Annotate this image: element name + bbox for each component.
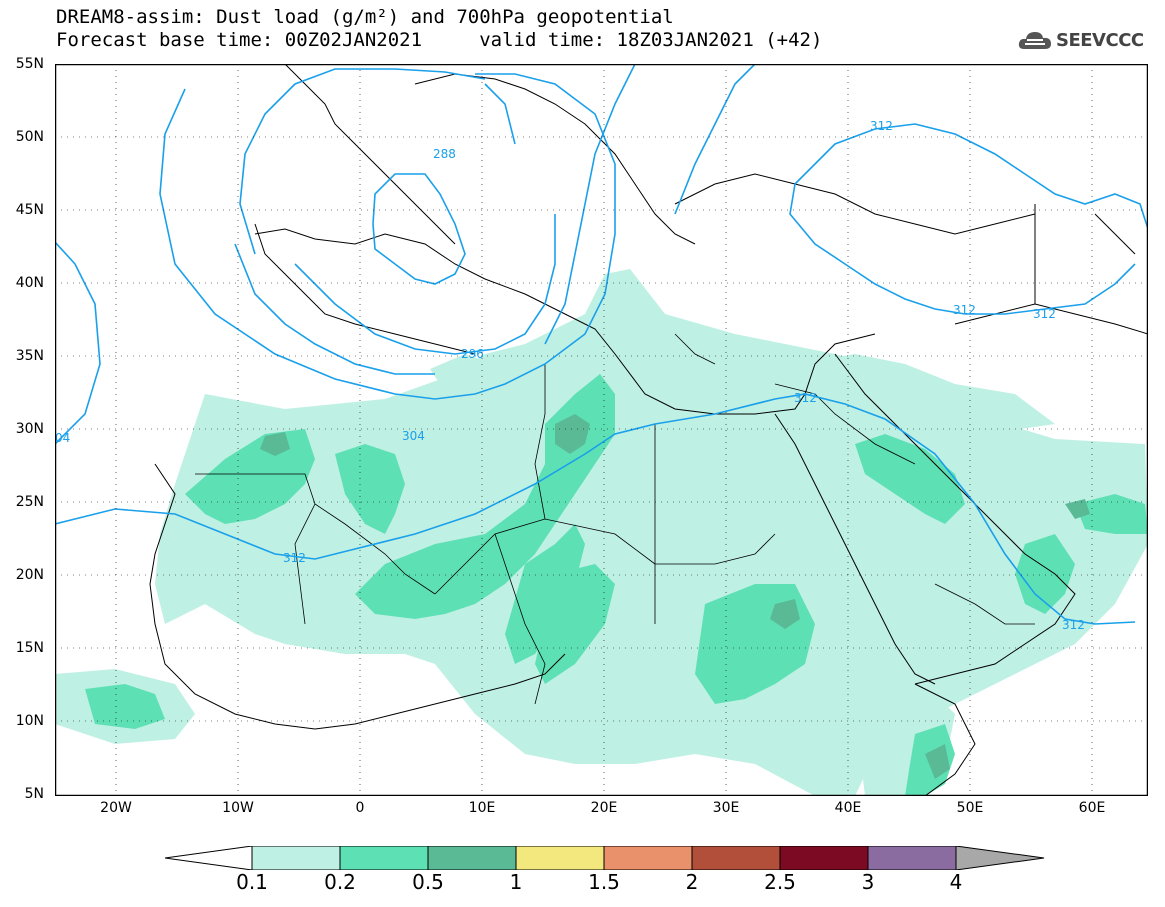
contour-label: 04 <box>55 431 70 445</box>
coastlines <box>149 64 1148 796</box>
contour-label: 312 <box>794 391 817 405</box>
colorbar-label: 1 <box>509 870 523 894</box>
contour-label: 288 <box>433 147 456 161</box>
colorbar-label: 4 <box>949 870 963 894</box>
lat-label: 40N <box>15 275 44 291</box>
contour-label: 312 <box>953 303 976 317</box>
contour-label: 312 <box>283 551 306 565</box>
lat-label: 35N <box>15 348 44 364</box>
colorbar-under-arrow <box>165 846 253 870</box>
colorbar-bin <box>603 846 693 870</box>
colorbar <box>165 846 1045 870</box>
lat-label: 25N <box>15 494 44 510</box>
lat-label: 50N <box>15 129 44 145</box>
lat-label: 15N <box>15 640 44 656</box>
geopotential-contours <box>55 64 1148 625</box>
map-border <box>55 64 1148 796</box>
colorbar-label: 2.5 <box>764 870 796 894</box>
brand-name: SEEVCCC <box>1056 29 1144 51</box>
lat-label: 55N <box>15 56 44 72</box>
contour-label: 296 <box>461 347 484 361</box>
grid-lines <box>55 64 1148 796</box>
colorbar-label: 0.5 <box>412 870 444 894</box>
lon-label: 10W <box>222 800 254 816</box>
lat-label: 30N <box>15 421 44 437</box>
cloud-icon <box>1018 32 1051 49</box>
lat-label: 45N <box>15 202 44 218</box>
contour-label: 312 <box>1033 307 1056 321</box>
colorbar-bin <box>339 846 429 870</box>
colorbar-label: 1.5 <box>588 870 620 894</box>
lon-label: 20W <box>100 800 132 816</box>
country-borders <box>195 333 1035 705</box>
colorbar-bin <box>515 846 605 870</box>
lon-label: 0 <box>355 800 365 816</box>
lon-label: 10E <box>468 800 496 816</box>
contour-label: 312 <box>1062 618 1085 632</box>
lat-label: 5N <box>24 786 44 802</box>
dust-map: 288 296 304 312 312 312 312 312 312 04 <box>55 64 1148 796</box>
lon-label: 20E <box>590 800 618 816</box>
colorbar-bin <box>779 846 869 870</box>
dust-area-dark <box>260 414 1090 779</box>
colorbar-label: 3 <box>861 870 875 894</box>
colorbar-label: 2 <box>685 870 699 894</box>
colorbar-bin <box>427 846 517 870</box>
contour-labels: 288 296 304 312 312 312 312 312 312 04 <box>55 119 1085 632</box>
colorbar-bin <box>691 846 781 870</box>
colorbar-bin <box>251 846 341 870</box>
lon-label: 40E <box>834 800 862 816</box>
lat-label: 10N <box>15 713 44 729</box>
contour-label: 312 <box>870 119 893 133</box>
lon-label: 30E <box>712 800 740 816</box>
lon-label: 60E <box>1078 800 1106 816</box>
seevccc-logo: SEEVCCC <box>1018 24 1144 56</box>
colorbar-over-arrow <box>955 846 1045 870</box>
colorbar-bin <box>867 846 957 870</box>
colorbar-label: 0.1 <box>236 870 268 894</box>
dust-area-light <box>55 269 1148 796</box>
contour-label: 304 <box>402 429 425 443</box>
map-title-line1: DREAM8-assim: Dust load (g/m²) and 700hP… <box>56 6 674 28</box>
colorbar-label: 0.2 <box>324 870 356 894</box>
lon-label: 50E <box>956 800 984 816</box>
lat-label: 20N <box>15 567 44 583</box>
map-title-line2: Forecast base time: 00Z02JAN2021 valid t… <box>56 29 823 51</box>
